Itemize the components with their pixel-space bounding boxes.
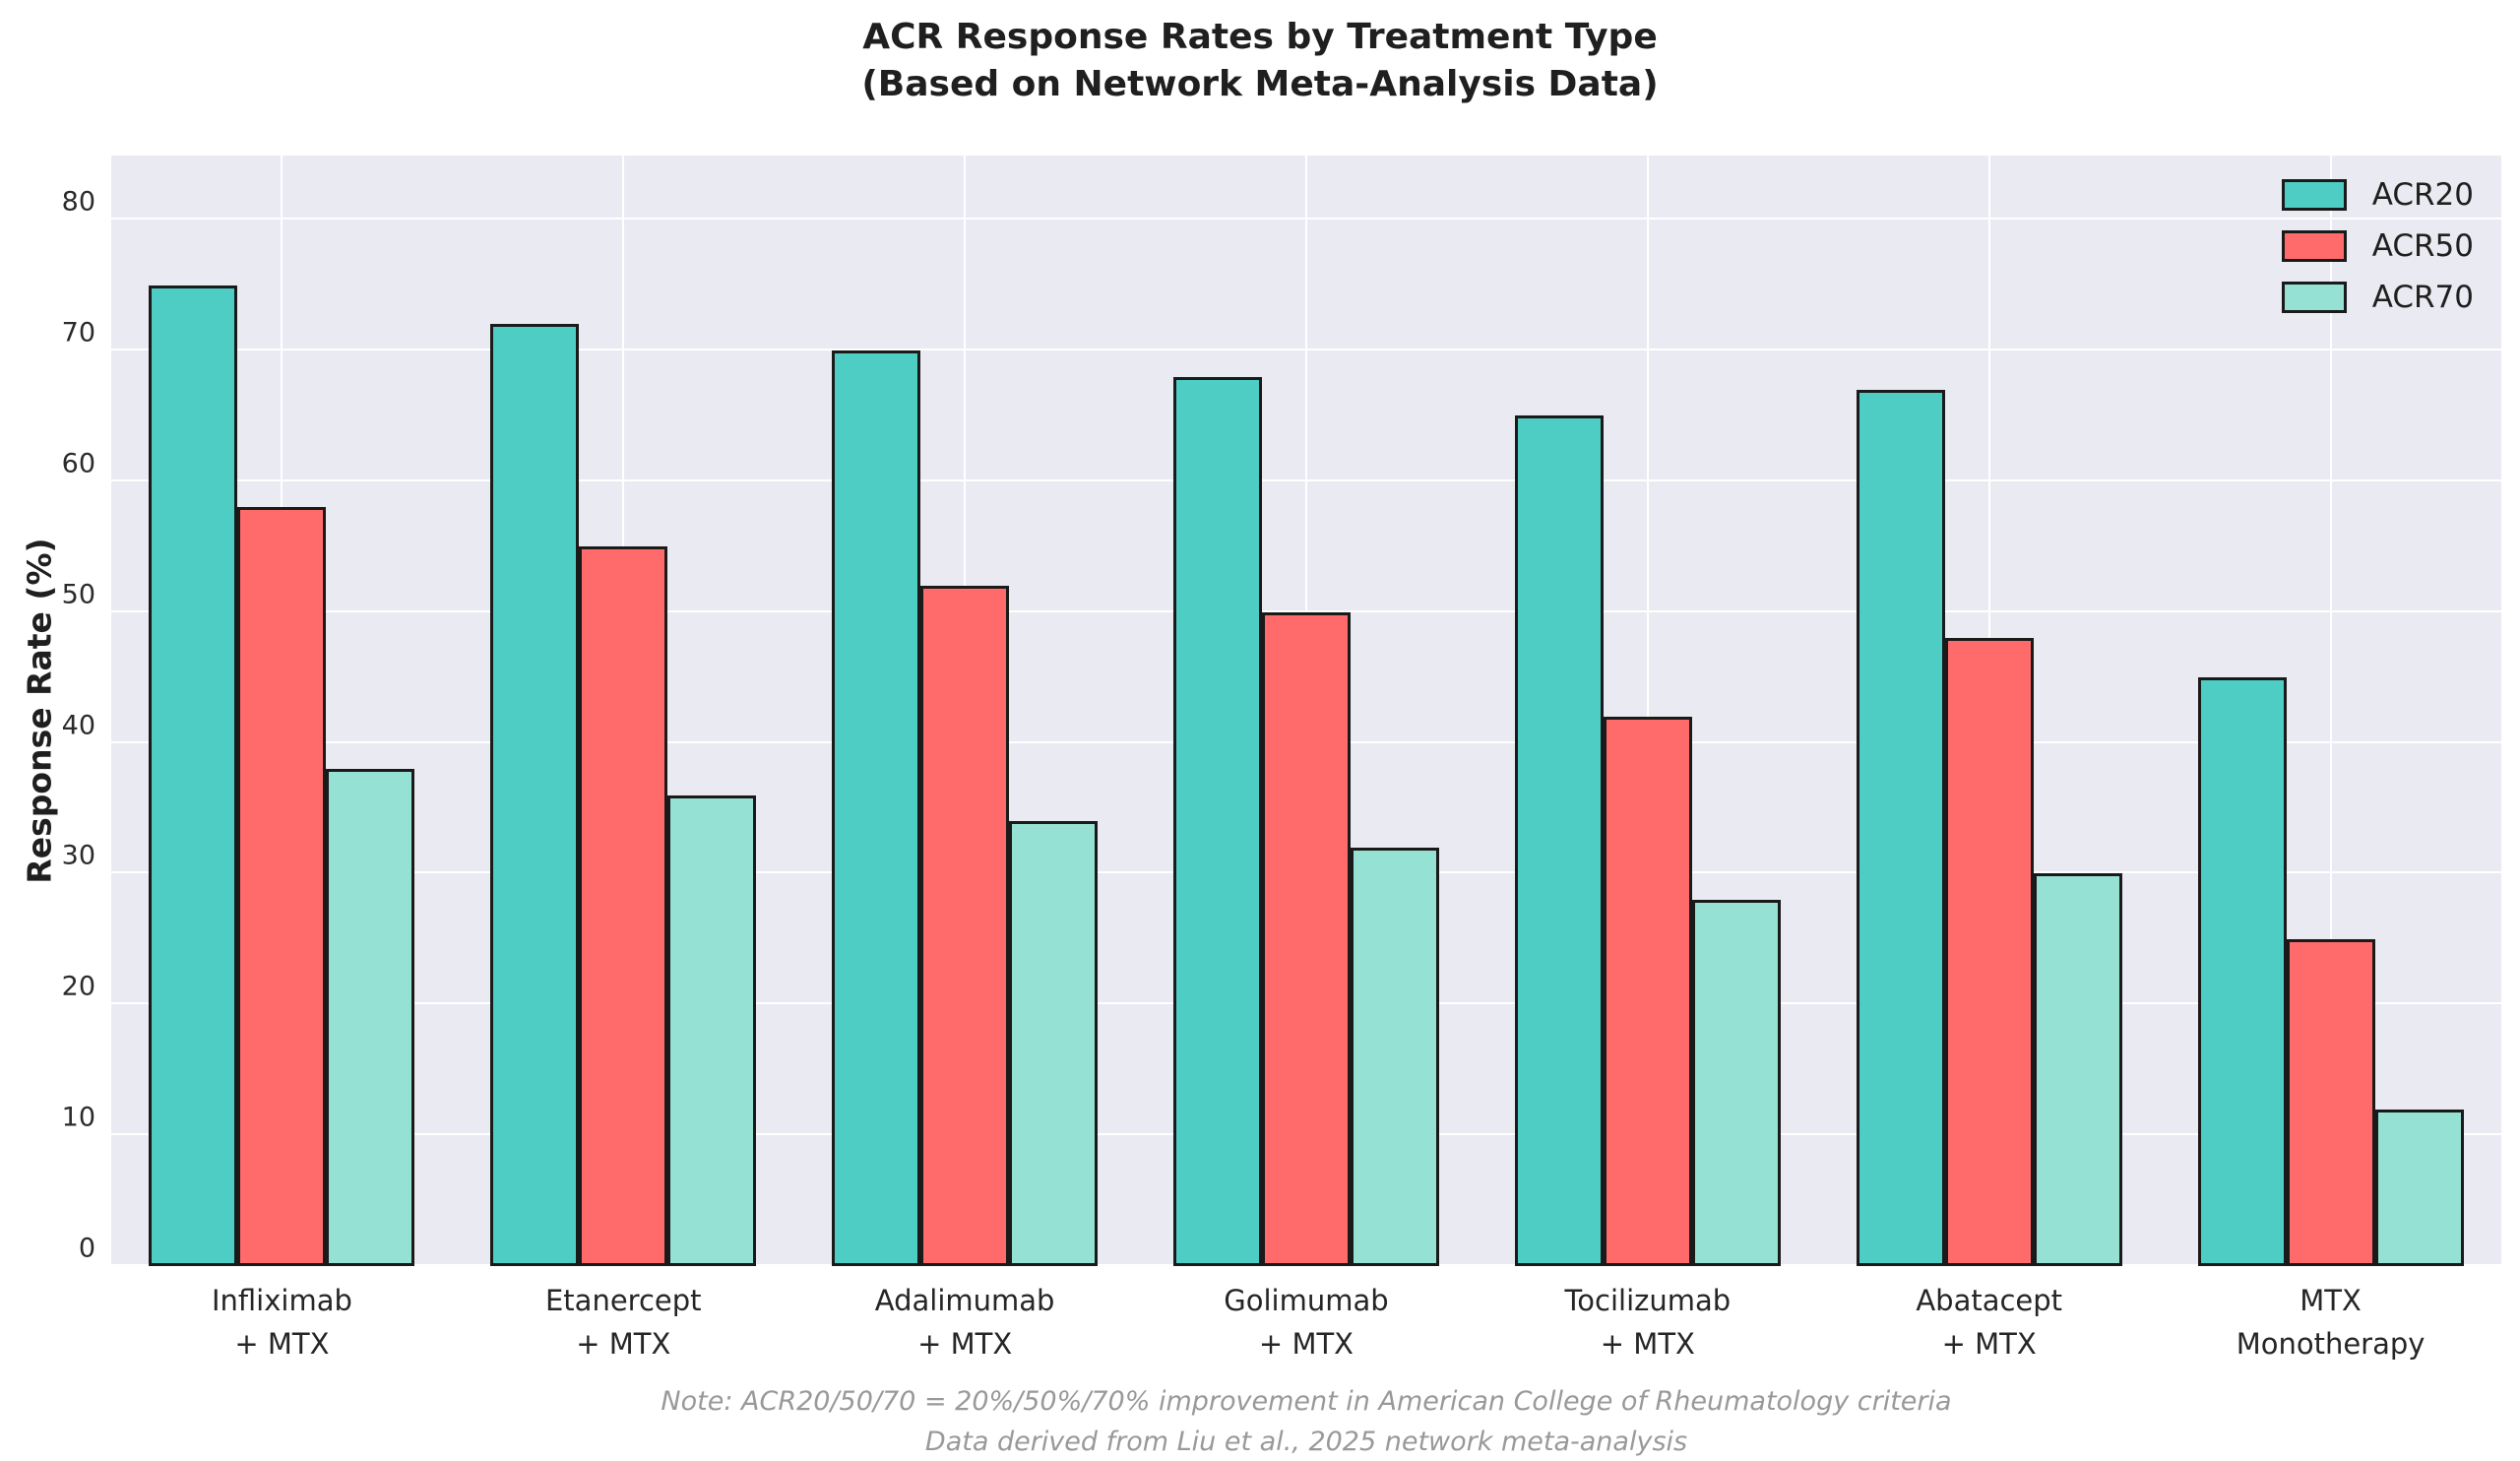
y-axis-label: Response Rate (%) (20, 538, 59, 884)
bar-group (453, 156, 794, 1266)
y-tick-label: 50 (61, 579, 95, 610)
x-tick-label-line: MTX (2300, 1284, 2362, 1317)
bar-acr50-4 (1603, 716, 1692, 1266)
x-tick-label-line: Tocilizumab (1564, 1284, 1732, 1317)
y-tick-label: 60 (61, 448, 95, 479)
x-tick-label-line: + MTX (917, 1326, 1013, 1361)
bar-acr50-0 (237, 507, 327, 1266)
bar-acr70-5 (2033, 873, 2122, 1266)
x-tick-label-line: + MTX (576, 1326, 671, 1361)
legend-swatch-acr20 (2281, 179, 2347, 211)
x-tick-label-line: Adalimumab (874, 1284, 1055, 1317)
bar-acr70-3 (1350, 847, 1439, 1266)
x-gridline (2329, 156, 2332, 1266)
x-tick-label-line: Etanercept (544, 1284, 702, 1317)
x-tick-label-line: Golimumab (1224, 1284, 1389, 1317)
y-tick-label: 80 (61, 186, 95, 218)
chart-title-block: ACR Response Rates by Treatment Type (Ba… (0, 14, 2520, 107)
legend-label-acr20: ACR20 (2371, 177, 2474, 213)
bar-group (794, 156, 1136, 1266)
x-gridline (1646, 156, 1649, 1266)
x-tick-label: MTX Monotherapy (2160, 1280, 2501, 1366)
bar-acr70-1 (667, 794, 757, 1266)
x-tick-label-line: + MTX (234, 1326, 330, 1361)
legend-item-acr20: ACR20 (2281, 177, 2474, 213)
legend-swatch-acr70 (2281, 282, 2347, 313)
legend-label-acr70: ACR70 (2371, 280, 2474, 315)
legend: ACR20 ACR50 ACR70 (2276, 167, 2480, 325)
x-tick-label-line: + MTX (1600, 1326, 1695, 1361)
y-tick-label: 70 (61, 317, 95, 349)
y-tick-label: 20 (61, 971, 95, 1002)
footnote-line-2: Data derived from Liu et al., 2025 netwo… (924, 1426, 1688, 1457)
bar-acr20-1 (490, 324, 580, 1266)
bar-acr70-0 (326, 769, 415, 1266)
bar-acr20-2 (832, 349, 921, 1266)
bar-acr50-6 (2286, 938, 2375, 1266)
y-tick-label: 30 (61, 840, 95, 871)
bar-acr50-2 (920, 586, 1010, 1266)
bar-acr70-6 (2374, 1109, 2464, 1266)
legend-item-acr70: ACR70 (2281, 280, 2474, 315)
y-tick-label: 40 (61, 710, 95, 741)
legend-swatch-acr50 (2281, 230, 2347, 262)
x-tick-label-line: Abatacept (1916, 1284, 2063, 1317)
bar-group (1136, 156, 1478, 1266)
bar-acr20-3 (1172, 376, 1262, 1266)
bar-acr50-1 (579, 546, 668, 1266)
bar-acr20-6 (2197, 677, 2287, 1266)
x-tick-label: Golimumab + MTX (1136, 1280, 1478, 1366)
x-tick-label: Infliximab + MTX (111, 1280, 453, 1366)
bar-group (111, 156, 453, 1266)
bar-group (1818, 156, 2160, 1266)
chart-subtitle: (Based on Network Meta-Analysis Data) (861, 63, 1659, 104)
x-tick-label: Abatacept + MTX (1818, 1280, 2160, 1366)
x-tick-label: Adalimumab + MTX (794, 1280, 1136, 1366)
bar-acr20-5 (1856, 389, 1945, 1266)
x-tick-label: Tocilizumab + MTX (1477, 1280, 1818, 1366)
y-tick-label: 0 (78, 1233, 95, 1264)
bar-acr50-3 (1261, 611, 1351, 1266)
bar-acr20-4 (1514, 415, 1604, 1266)
bar-acr50-5 (1944, 638, 2034, 1266)
footnote-line-1: Note: ACR20/50/70 = 20%/50%/70% improvem… (661, 1386, 1952, 1417)
x-tick-label-line: Infliximab (211, 1284, 352, 1317)
chart-title: ACR Response Rates by Treatment Type (862, 17, 1658, 57)
x-tick-label: Etanercept + MTX (453, 1280, 794, 1366)
bar-group (2160, 156, 2501, 1266)
bar-acr70-2 (1009, 821, 1099, 1266)
bar-acr20-0 (149, 285, 238, 1266)
x-tick-label-line: + MTX (1258, 1326, 1354, 1361)
x-tick-label-line: Monotherapy (2236, 1326, 2426, 1361)
bar-group (1477, 156, 1818, 1266)
legend-label-acr50: ACR50 (2371, 228, 2474, 264)
footnote-block: Note: ACR20/50/70 = 20%/50%/70% improvem… (111, 1382, 2501, 1461)
x-tick-label-line: + MTX (1941, 1326, 2037, 1361)
bar-acr70-4 (1691, 900, 1781, 1266)
legend-item-acr50: ACR50 (2281, 228, 2474, 264)
y-tick-label: 10 (61, 1102, 95, 1133)
plot-area: 0 10 20 30 40 50 60 70 80 Infliximab + MTX Etanerce… (62, 156, 2501, 1361)
